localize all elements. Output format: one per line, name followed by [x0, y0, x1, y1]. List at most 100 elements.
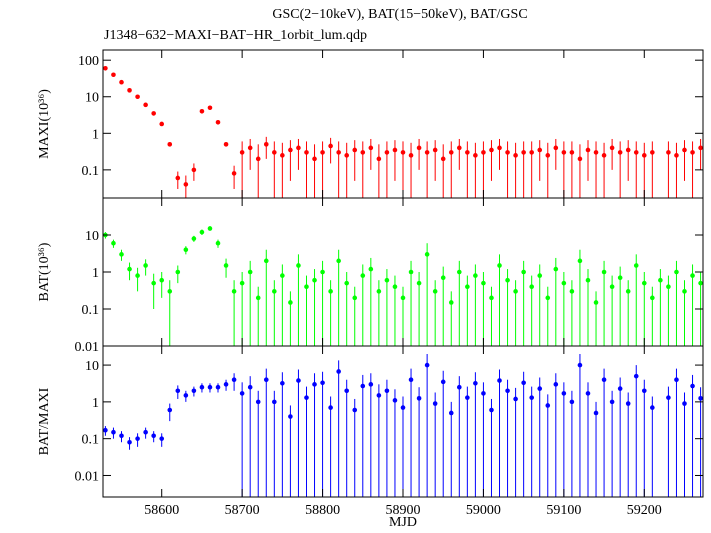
data-point	[674, 153, 679, 158]
data-point	[183, 182, 189, 187]
data-point	[159, 436, 165, 441]
data-point	[239, 150, 245, 155]
data-point	[207, 105, 213, 111]
data-point	[650, 405, 655, 410]
data-point	[376, 289, 382, 294]
data-point	[360, 150, 366, 155]
data-point	[650, 150, 655, 155]
data-point	[191, 236, 197, 241]
data-point	[497, 378, 502, 383]
data-point	[601, 269, 607, 275]
data-point	[650, 295, 655, 301]
data-point	[641, 388, 647, 394]
data-point	[505, 150, 510, 155]
data-point	[231, 377, 237, 383]
data-point	[698, 145, 703, 151]
y-axis-label: MAXI(10³⁶)	[37, 89, 52, 159]
data-point	[215, 120, 221, 125]
data-point	[489, 407, 494, 413]
data-point	[537, 386, 543, 391]
data-point	[296, 145, 301, 151]
data-point	[127, 266, 132, 272]
y-tick-label: 10	[85, 91, 99, 106]
data-point	[641, 153, 647, 158]
data-point	[87, 382, 92, 387]
data-point	[87, 244, 92, 249]
data-point	[175, 175, 181, 181]
data-point	[658, 277, 663, 283]
data-point	[304, 395, 309, 400]
data-point	[312, 156, 317, 162]
x-tick-label: 58700	[225, 503, 260, 518]
data-point	[553, 382, 559, 387]
data-point	[497, 145, 502, 151]
data-point	[561, 391, 567, 396]
data-point	[497, 263, 502, 268]
data-point	[320, 269, 325, 275]
data-point	[521, 380, 526, 386]
data-point	[263, 377, 269, 383]
data-point	[593, 300, 599, 305]
data-point	[448, 410, 454, 416]
data-point	[288, 300, 293, 305]
data-point	[344, 280, 349, 286]
data-point	[376, 156, 382, 162]
data-point	[296, 378, 301, 383]
data-point	[280, 153, 285, 158]
data-point	[368, 382, 374, 387]
data-point	[360, 383, 366, 389]
data-point	[223, 382, 229, 387]
data-point	[457, 145, 462, 151]
data-point	[199, 229, 205, 235]
data-point	[457, 384, 462, 390]
data-point	[215, 384, 221, 390]
data-point	[666, 284, 671, 290]
data-point	[103, 427, 108, 433]
data-point	[400, 150, 406, 155]
data-point	[328, 289, 333, 294]
data-point	[481, 280, 486, 286]
data-point	[127, 88, 132, 93]
data-point	[424, 252, 430, 257]
data-point	[473, 273, 478, 278]
data-point	[465, 150, 470, 155]
data-point	[505, 277, 510, 283]
data-point	[239, 280, 245, 286]
data-point	[609, 284, 615, 290]
x-axis-label: MJD	[389, 515, 417, 530]
data-point	[553, 145, 559, 151]
data-point	[376, 393, 382, 398]
data-point	[625, 147, 631, 153]
data-point	[167, 142, 173, 147]
data-point	[175, 269, 181, 275]
data-point	[223, 142, 229, 147]
data-point	[143, 263, 148, 268]
data-point	[537, 273, 543, 278]
data-point	[633, 150, 639, 155]
data-point	[272, 289, 277, 294]
data-point	[263, 258, 269, 264]
y-tick-label: 10	[85, 229, 99, 244]
data-point	[569, 289, 575, 294]
data-point	[239, 391, 245, 396]
data-point	[223, 263, 229, 268]
y-tick-label: 0.01	[75, 340, 100, 355]
data-point	[529, 150, 534, 155]
data-point	[513, 153, 518, 158]
data-point	[545, 153, 551, 158]
data-point	[336, 369, 341, 374]
data-point	[416, 280, 422, 286]
data-point	[400, 295, 406, 301]
data-point	[489, 147, 494, 153]
y-tick-label: 10	[85, 359, 99, 374]
data-point	[416, 145, 422, 151]
data-point	[312, 277, 317, 283]
data-point	[247, 384, 253, 390]
data-point	[191, 167, 197, 173]
data-point	[368, 145, 374, 151]
data-point	[617, 275, 623, 281]
data-point	[682, 147, 687, 153]
x-tick-label: 58900	[386, 503, 421, 518]
data-point	[159, 277, 165, 283]
data-point	[577, 156, 583, 162]
